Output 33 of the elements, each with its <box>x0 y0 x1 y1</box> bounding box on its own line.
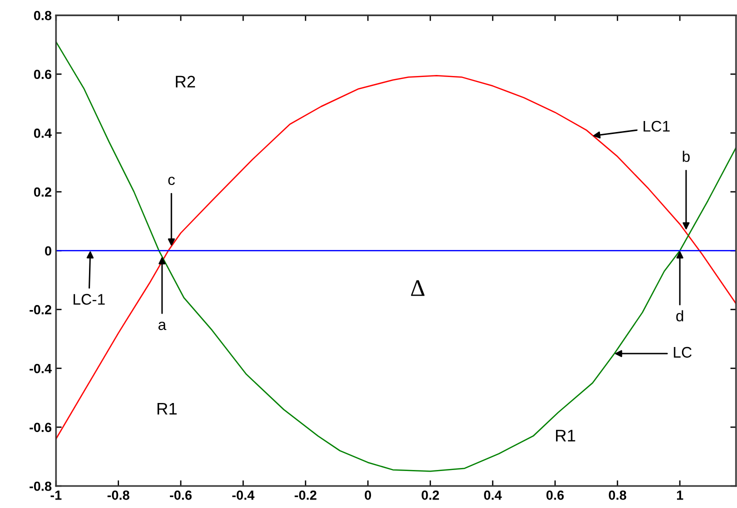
x-tick-label: -0.4 <box>232 490 254 500</box>
line-series <box>56 74 736 440</box>
annotation: a <box>158 322 166 330</box>
y-tick-label: -0.8 <box>30 482 52 491</box>
annotation: LC1 <box>644 120 670 132</box>
y-tick-label: 0.6 <box>34 70 52 80</box>
annotation: b <box>682 150 690 162</box>
x-tick-label: 1 <box>677 490 684 500</box>
line-series <box>56 41 736 472</box>
annotation: R1 <box>158 403 177 415</box>
y-tick-label: 0.4 <box>34 128 52 138</box>
annotation: R2 <box>176 76 196 88</box>
annotation: d <box>676 310 684 322</box>
x-tick-label: -0.6 <box>170 490 192 500</box>
x-tick-label: 0.6 <box>546 490 564 500</box>
x-tick-label: 0.4 <box>484 490 502 500</box>
annotation: LC-1 <box>74 294 105 305</box>
x-tick-label: 0.2 <box>422 490 439 500</box>
y-tick-label: -0.6 <box>30 422 52 432</box>
y-tick-label: 0.2 <box>34 187 52 197</box>
annotation: c <box>168 176 175 186</box>
annotation: LC <box>674 346 692 358</box>
x-tick-label: -0.8 <box>108 490 130 500</box>
x-tick-label: 0.8 <box>608 490 626 500</box>
y-tick-label: 0 <box>45 246 52 256</box>
y-tick-label: -0.4 <box>30 364 52 374</box>
x-tick-label: -0.2 <box>294 490 316 500</box>
x-tick-label: 0 <box>364 490 372 500</box>
annotation: R1 <box>556 430 576 442</box>
annotation: Δ <box>411 280 424 296</box>
y-tick-label: -0.2 <box>30 305 52 314</box>
y-tick-label: 0.8 <box>34 10 52 20</box>
x-tick-label: -1 <box>50 490 62 500</box>
